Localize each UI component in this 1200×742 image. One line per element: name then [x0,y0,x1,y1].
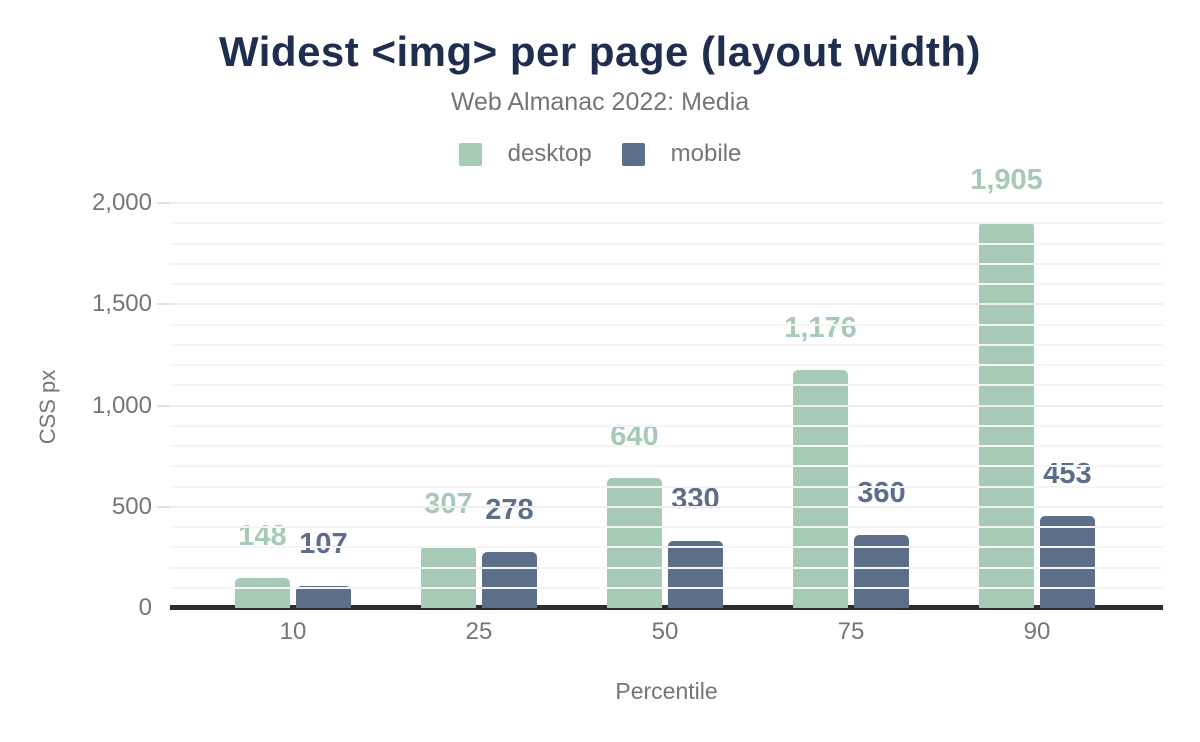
legend-item-mobile: mobile [621,140,742,168]
legend-item-desktop: desktop [458,140,592,168]
x-tick-label: 50 [651,618,679,645]
gridline [170,546,1163,549]
gridline [170,485,1163,488]
x-tick-label: 90 [1023,618,1051,645]
x-axis-title: Percentile [615,678,718,704]
bar-value-label: 278 [485,493,534,526]
bar-value-label: 1,905 [970,164,1043,197]
gridline [170,364,1163,366]
gridline [170,242,1163,245]
legend-label: desktop [507,140,592,167]
gridline [170,384,1163,387]
gridline [170,526,1163,528]
gridline [170,222,1163,225]
bar-mobile-90: 453 [1040,460,1095,608]
gridline [170,505,1163,508]
bar-value-label: 330 [671,483,720,516]
y-tick-mark [157,505,170,508]
chart-subtitle: Web Almanac 2022: Media [450,88,750,116]
plot-area: 148 107 307 278 640 330 1,176 360 1,905 453 [157,166,1163,610]
legend-swatch-mobile [621,142,645,166]
x-tick-label: 25 [465,618,493,645]
gridline [170,303,1163,306]
chart-title: Widest <img> per page (layout width) [218,28,982,75]
bar-value-label: 107 [299,528,348,561]
bar-desktop-90: 1,905 [970,166,1043,608]
gridline [170,323,1163,326]
legend: desktop mobile [0,140,1200,168]
bar-value-label: 453 [1043,458,1092,491]
bar-value-label: 640 [610,420,659,453]
gridline [170,262,1163,265]
gridline [170,202,1163,204]
bar-value-label: 1,176 [784,311,857,344]
y-tick-label: 500 [111,492,152,520]
bar-mobile-10: 107 [296,530,351,608]
y-tick-label: 0 [138,594,152,621]
bar-value-label: 360 [857,477,906,510]
gridline [170,566,1163,569]
gridline [170,404,1163,407]
gridline [170,445,1163,447]
y-tick-label: 1,000 [91,391,152,419]
bar-mobile-50: 330 [668,485,723,608]
y-tick-label: 1,500 [91,290,152,318]
bar-desktop-10: 148 [235,522,290,608]
y-tick-mark [157,303,170,306]
bar-group-50: 640 330 [572,203,758,608]
gridline [170,465,1163,468]
bar-group-25: 307 278 [386,203,572,608]
bar-group-90: 1,905 453 [944,166,1130,608]
bar-desktop-25: 307 [421,489,476,608]
gridline [170,343,1163,346]
x-axis-line [170,605,1163,610]
legend-swatch-desktop [458,142,482,166]
bar-value-label: 307 [424,487,473,520]
x-tick-label: 10 [279,618,307,645]
legend-label: mobile [670,140,742,167]
gridline [170,424,1163,427]
x-tick-label: 75 [837,618,865,645]
y-tick-mark [157,202,170,204]
bar-mobile-25: 278 [482,495,537,608]
y-tick-mark [157,404,170,407]
gridline [170,586,1163,589]
y-tick-label: 2,000 [91,189,152,216]
x-axis-ticks: 10 25 50 75 90 [200,618,1130,646]
gridline [170,283,1163,285]
